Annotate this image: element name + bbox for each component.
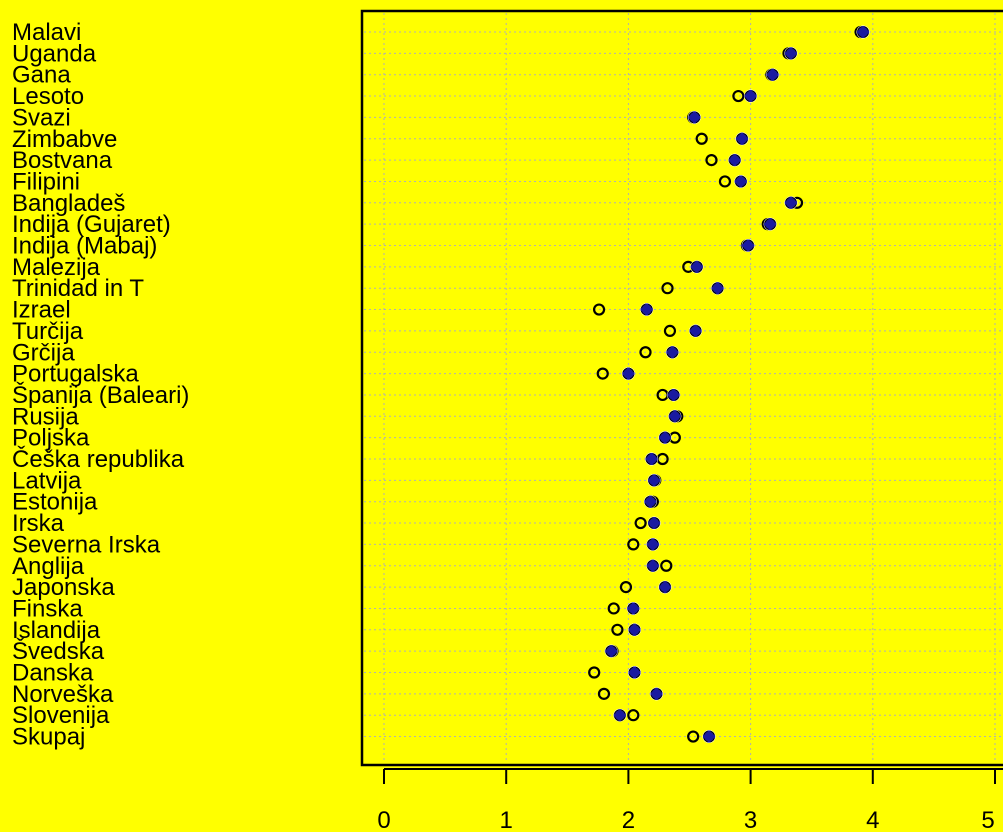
filled-cross-mark — [735, 132, 749, 146]
category-label: Finska — [12, 595, 83, 622]
open-circle-mark — [597, 687, 611, 700]
category-label: Japonska — [12, 574, 115, 601]
plot-frame — [360, 9, 1003, 767]
filled-cross-mark — [628, 666, 642, 679]
open-circle-mark — [639, 346, 652, 359]
category-label: Malezija — [12, 254, 101, 281]
filled-cross-mark — [668, 409, 682, 423]
filled-cross-mark — [711, 281, 725, 295]
open-circle-mark — [596, 367, 609, 380]
filled-cross-mark — [626, 601, 640, 615]
filled-cross-mark — [784, 196, 798, 210]
category-label: Svazi — [12, 104, 71, 131]
x-tick-label: 3 — [744, 807, 757, 832]
category-label: Malavi — [12, 19, 81, 46]
grid-lines — [364, 13, 1003, 763]
filled-cross-mark — [647, 516, 661, 530]
category-label: Turčija — [12, 318, 84, 345]
category-label: Poljska — [12, 425, 90, 452]
open-circle-mark — [592, 303, 606, 316]
open-circle-mark — [663, 324, 677, 337]
open-circle-mark — [627, 538, 640, 551]
open-circle-mark — [588, 666, 601, 679]
data-marks — [588, 25, 870, 744]
x-tick-label: 1 — [500, 807, 513, 832]
open-circle-mark — [661, 282, 674, 295]
x-axis: 0 1 2 3 4 5 — [377, 768, 1003, 832]
filled-cross-mark — [763, 217, 777, 231]
filled-cross-mark — [856, 25, 870, 39]
category-label: Indija (Mabaj) — [12, 233, 157, 260]
category-label: Španija (Baleari) — [12, 381, 189, 409]
category-label: Skupaj — [12, 724, 85, 751]
filled-cross-mark — [658, 580, 672, 594]
filled-cross-mark — [613, 708, 627, 722]
category-label: Estonija — [12, 489, 98, 516]
filled-cross-mark — [687, 110, 701, 124]
category-label: Norveška — [12, 681, 114, 708]
open-circle-mark — [732, 89, 745, 103]
category-label: Filipini — [12, 168, 80, 195]
category-label: Gana — [12, 62, 71, 89]
open-circle-mark — [687, 730, 700, 743]
category-label: Rusija — [12, 403, 79, 430]
open-circle-mark — [627, 709, 640, 722]
category-label: Izrael — [12, 297, 71, 324]
filled-cross-mark — [646, 559, 660, 573]
open-circle-mark — [695, 132, 708, 145]
x-tick-label: 4 — [866, 807, 879, 832]
open-circle-mark — [611, 623, 624, 636]
filled-cross-mark — [690, 260, 704, 274]
category-label: Irska — [12, 510, 65, 537]
x-tick-label: 2 — [622, 807, 635, 832]
category-label: Grčija — [12, 339, 75, 366]
category-label: Trinidad in T — [12, 275, 144, 302]
category-label: Danska — [12, 660, 94, 687]
filled-cross-mark — [647, 473, 661, 487]
category-label: Islandija — [12, 617, 101, 644]
category-label: Lesoto — [12, 83, 84, 110]
category-label: Slovenija — [12, 702, 110, 729]
category-label: Indija (Gujaret) — [12, 211, 171, 238]
category-label: Uganda — [12, 40, 97, 67]
open-circle-mark — [607, 602, 620, 615]
filled-cross-mark — [645, 452, 659, 466]
filled-cross-mark — [734, 174, 748, 188]
filled-cross-mark — [640, 303, 654, 317]
filled-cross-mark — [643, 495, 657, 509]
open-circle-mark — [660, 559, 673, 572]
category-labels: MalaviUgandaGanaLesotoSvaziZimbabveBostv… — [12, 19, 189, 751]
filled-cross-mark — [741, 239, 755, 252]
filled-cross-mark — [667, 388, 681, 402]
filled-cross-mark — [689, 324, 703, 338]
filled-cross-mark — [646, 537, 660, 551]
filled-cross-mark — [728, 153, 742, 167]
filled-cross-mark — [628, 623, 642, 637]
open-circle-mark — [705, 154, 718, 167]
category-label: Portugalska — [12, 361, 139, 388]
category-label: Švedska — [12, 637, 105, 665]
category-label: Anglija — [12, 553, 85, 580]
open-circle-mark — [619, 580, 633, 594]
filled-cross-mark — [621, 367, 635, 381]
category-label: Češka republika — [12, 445, 185, 473]
category-label: Latvija — [12, 467, 82, 494]
open-circle-mark — [634, 516, 647, 530]
filled-cross-mark — [658, 431, 672, 445]
filled-cross-mark — [650, 687, 664, 701]
category-label: Bangladeš — [12, 190, 125, 217]
open-circle-mark — [718, 175, 732, 188]
filled-cross-mark — [604, 644, 618, 658]
x-tick-label: 0 — [377, 807, 390, 832]
filled-cross-mark — [702, 730, 716, 744]
filled-cross-mark — [766, 68, 780, 82]
category-label: Zimbabve — [12, 126, 117, 153]
filled-cross-mark — [784, 46, 798, 60]
filled-cross-mark — [665, 345, 679, 359]
x-tick-label: 5 — [981, 807, 994, 832]
category-label: Severna Irska — [12, 531, 161, 558]
filled-cross-mark — [744, 89, 758, 103]
category-label: Bostvana — [12, 147, 113, 174]
